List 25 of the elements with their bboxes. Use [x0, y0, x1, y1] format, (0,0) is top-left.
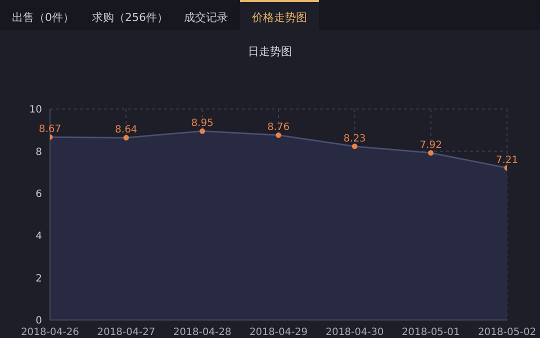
data-label: 8.95 [191, 118, 214, 130]
data-label: 7.21 [496, 154, 518, 166]
text: 求购（256件） [91, 10, 169, 26]
chart-title: 日走势图 [247, 44, 293, 59]
data-label: 8.67 [38, 124, 62, 136]
text: 价格走势图 [240, 0, 319, 30]
y-tick-label: 2 [36, 273, 42, 284]
x-tick-label: 2018-05-02 [478, 327, 536, 338]
x-tick-label: 2018-05-01 [402, 327, 460, 338]
data-label: 8.76 [267, 122, 290, 134]
y-tick-label: 4 [36, 231, 42, 242]
text: 成交记录 [183, 10, 229, 26]
y-tick-label: 0 [36, 316, 42, 327]
x-tick-label: 2018-04-27 [97, 327, 156, 338]
data-label: 8.64 [115, 124, 138, 136]
x-tick-label: 2018-04-30 [326, 327, 384, 338]
data-label: 7.92 [420, 140, 442, 151]
x-tick-label: 2018-04-28 [173, 327, 232, 338]
x-tick-label: 2018-04-26 [20, 327, 80, 338]
text: 出售（0件） [11, 10, 75, 26]
y-tick-label: 6 [36, 188, 42, 200]
y-tick-label: 10 [29, 104, 42, 116]
data-label: 8.23 [344, 133, 366, 144]
y-tick-label: 8 [36, 146, 42, 158]
x-tick-label: 2018-04-29 [249, 327, 308, 338]
